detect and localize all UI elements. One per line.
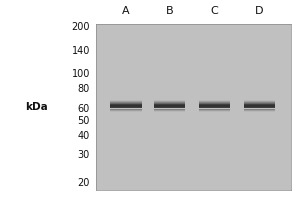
- Bar: [154, 101, 185, 102]
- Bar: [199, 101, 230, 102]
- Bar: [199, 100, 230, 101]
- Bar: [199, 107, 230, 108]
- Bar: [199, 104, 230, 105]
- Text: B: B: [166, 6, 173, 16]
- Text: 40: 40: [78, 131, 90, 141]
- Bar: [110, 100, 142, 101]
- Bar: [244, 101, 275, 102]
- Bar: [154, 109, 185, 110]
- Text: 80: 80: [78, 84, 90, 94]
- Text: C: C: [211, 6, 218, 16]
- Bar: [110, 106, 142, 107]
- Bar: [244, 109, 275, 110]
- Bar: [110, 111, 142, 112]
- Bar: [244, 103, 275, 104]
- Bar: [154, 110, 185, 111]
- Bar: [110, 110, 142, 111]
- Bar: [154, 107, 185, 108]
- Bar: [154, 105, 185, 106]
- Bar: [244, 107, 275, 108]
- Bar: [199, 105, 230, 106]
- Bar: [199, 109, 230, 110]
- Bar: [154, 106, 185, 107]
- Bar: [244, 111, 275, 112]
- Bar: [110, 105, 142, 106]
- Bar: [244, 102, 275, 103]
- Bar: [110, 101, 142, 102]
- Bar: [199, 110, 230, 111]
- Bar: [199, 106, 230, 107]
- Text: 20: 20: [78, 178, 90, 188]
- Bar: [154, 104, 185, 105]
- Bar: [154, 111, 185, 112]
- Bar: [110, 109, 142, 110]
- Text: 200: 200: [71, 22, 90, 32]
- Text: 50: 50: [78, 116, 90, 126]
- Text: 60: 60: [78, 104, 90, 114]
- Bar: [110, 103, 142, 104]
- Text: kDa: kDa: [25, 102, 47, 112]
- Text: 100: 100: [72, 69, 90, 79]
- Text: 140: 140: [72, 46, 90, 56]
- Bar: [110, 107, 142, 108]
- Bar: [154, 100, 185, 101]
- Bar: [244, 104, 275, 105]
- Bar: [154, 102, 185, 103]
- Bar: [199, 102, 230, 103]
- Bar: [154, 103, 185, 104]
- Bar: [110, 104, 142, 105]
- Bar: [244, 110, 275, 111]
- Bar: [244, 100, 275, 101]
- Text: A: A: [122, 6, 130, 16]
- Text: D: D: [255, 6, 264, 16]
- Bar: [244, 106, 275, 107]
- Text: 30: 30: [78, 150, 90, 160]
- Bar: [244, 105, 275, 106]
- Bar: [110, 102, 142, 103]
- Bar: [199, 111, 230, 112]
- Bar: [199, 103, 230, 104]
